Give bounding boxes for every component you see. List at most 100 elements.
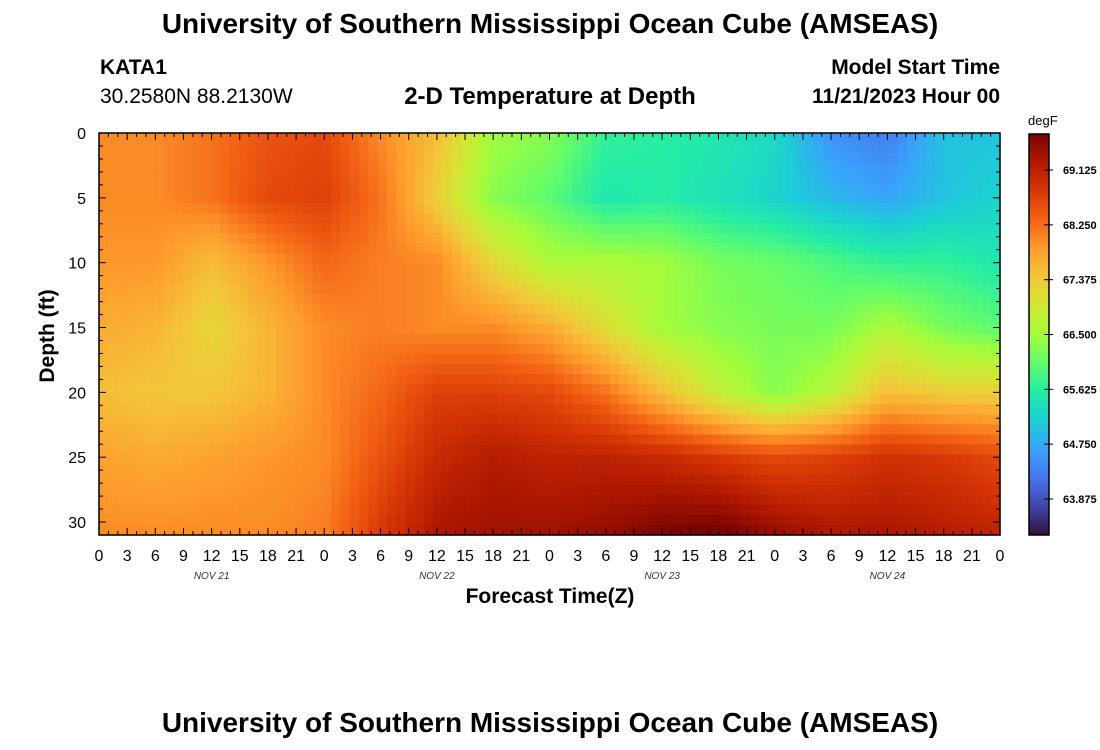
heatmap-cell (953, 494, 964, 506)
heatmap-cell (229, 334, 239, 345)
heatmap-cell (554, 133, 565, 144)
heatmap-cell (823, 223, 834, 235)
station-coordinates: 30.2580N 88.2130W (100, 85, 293, 108)
heatmap-cell (461, 263, 472, 275)
heatmap-cell (275, 384, 286, 395)
heatmap-cell (934, 193, 945, 204)
heatmap-cell (842, 494, 852, 506)
heatmap-cell (294, 334, 304, 345)
heatmap-cell (619, 293, 630, 305)
heatmap-cell (321, 354, 332, 365)
heatmap-cell (674, 243, 685, 255)
heatmap-cell (851, 143, 862, 154)
heatmap-cell (934, 374, 945, 385)
heatmap-cell (136, 344, 147, 355)
heatmap-cell (396, 464, 407, 476)
heatmap-cell (804, 494, 815, 506)
heatmap-cell (219, 404, 230, 415)
heatmap-cell (860, 163, 871, 174)
heatmap-cell (201, 223, 212, 235)
heatmap-cell (386, 524, 397, 536)
heatmap-cell (777, 163, 787, 174)
heatmap-cell (451, 334, 462, 345)
heatmap-cell (656, 213, 667, 225)
heatmap-cell (665, 424, 676, 436)
heatmap-cell (702, 323, 713, 335)
x-tick-label: 18 (259, 548, 277, 565)
heatmap-cell (210, 494, 221, 506)
heatmap-cell (860, 223, 871, 235)
heatmap-cell (777, 133, 787, 144)
heatmap-cell (962, 364, 973, 375)
heatmap-cell (869, 454, 880, 466)
heatmap-cell (814, 374, 825, 385)
heatmap-cell (182, 173, 193, 184)
heatmap-cell (972, 434, 983, 446)
heatmap-cell (804, 444, 815, 456)
heatmap-cell (359, 524, 369, 536)
heatmap-cell (767, 514, 778, 526)
heatmap-cell (953, 404, 964, 415)
heatmap-cell (842, 323, 852, 335)
heatmap-cell (572, 494, 583, 506)
heatmap-cell (916, 223, 927, 235)
heatmap-cell (340, 424, 351, 436)
heatmap-cell (164, 334, 174, 345)
heatmap-cell (981, 334, 992, 345)
heatmap-cell (396, 313, 407, 325)
heatmap-cell (990, 253, 1001, 265)
heatmap-cell (749, 374, 760, 385)
heatmap-cell (136, 434, 147, 446)
heatmap-cell (981, 474, 992, 486)
heatmap-cell (414, 454, 425, 466)
heatmap-cell (256, 173, 267, 184)
heatmap-cell (526, 424, 537, 436)
heatmap-cell (619, 133, 630, 144)
heatmap-cell (572, 323, 583, 335)
heatmap-cell (461, 464, 472, 476)
heatmap-cell (758, 354, 769, 365)
heatmap-cell (600, 504, 611, 516)
heatmap-cell (340, 203, 351, 214)
heatmap-cell (554, 444, 565, 456)
heatmap-cell (786, 484, 797, 496)
heatmap-cell (498, 233, 509, 245)
heatmap-cell (516, 504, 527, 516)
heatmap-cell (507, 263, 518, 275)
heatmap-cell (609, 434, 620, 446)
heatmap-cell (897, 434, 908, 446)
heatmap-cell (414, 404, 425, 415)
heatmap-cell (470, 153, 481, 164)
heatmap-cell (721, 334, 732, 345)
heatmap-cell (108, 484, 119, 496)
heatmap-cell (888, 474, 899, 486)
heatmap-cell (767, 334, 778, 345)
heatmap-cell (804, 454, 815, 466)
heatmap-cell (860, 434, 871, 446)
heatmap-cell (516, 163, 527, 174)
heatmap-cell (665, 203, 676, 214)
heatmap-cell (256, 263, 267, 275)
heatmap-cell (210, 253, 221, 265)
heatmap-cell (377, 484, 388, 496)
heatmap-cell (860, 293, 871, 305)
heatmap-cell (739, 243, 750, 255)
heatmap-cell (832, 203, 843, 214)
heatmap-cell (897, 313, 908, 325)
heatmap-cell (359, 213, 369, 225)
heatmap-cell (154, 163, 165, 174)
heatmap-cell (712, 504, 722, 516)
heatmap-cell (609, 273, 620, 285)
heatmap-cell (470, 464, 481, 476)
heatmap-cell (758, 344, 769, 355)
heatmap-cell (526, 384, 537, 395)
heatmap-cell (721, 173, 732, 184)
heatmap-cell (526, 374, 537, 385)
heatmap-cell (368, 344, 379, 355)
heatmap-cell (516, 153, 527, 164)
heatmap-cell (665, 464, 676, 476)
heatmap-cell (656, 173, 667, 184)
heatmap-cell (972, 153, 983, 164)
heatmap-cell (498, 133, 509, 144)
heatmap-cell (730, 153, 741, 164)
